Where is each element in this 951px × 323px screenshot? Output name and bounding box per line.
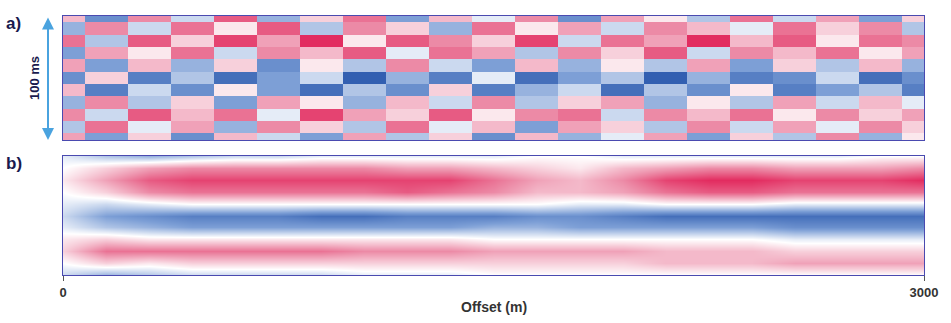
svg-text:Offset (m): Offset (m) xyxy=(461,299,527,315)
svg-text:3000: 3000 xyxy=(910,285,939,300)
svg-text:100 ms: 100 ms xyxy=(27,56,42,100)
svg-text:b): b) xyxy=(6,154,22,173)
svg-text:a): a) xyxy=(6,14,21,33)
svg-text:0: 0 xyxy=(59,285,66,300)
